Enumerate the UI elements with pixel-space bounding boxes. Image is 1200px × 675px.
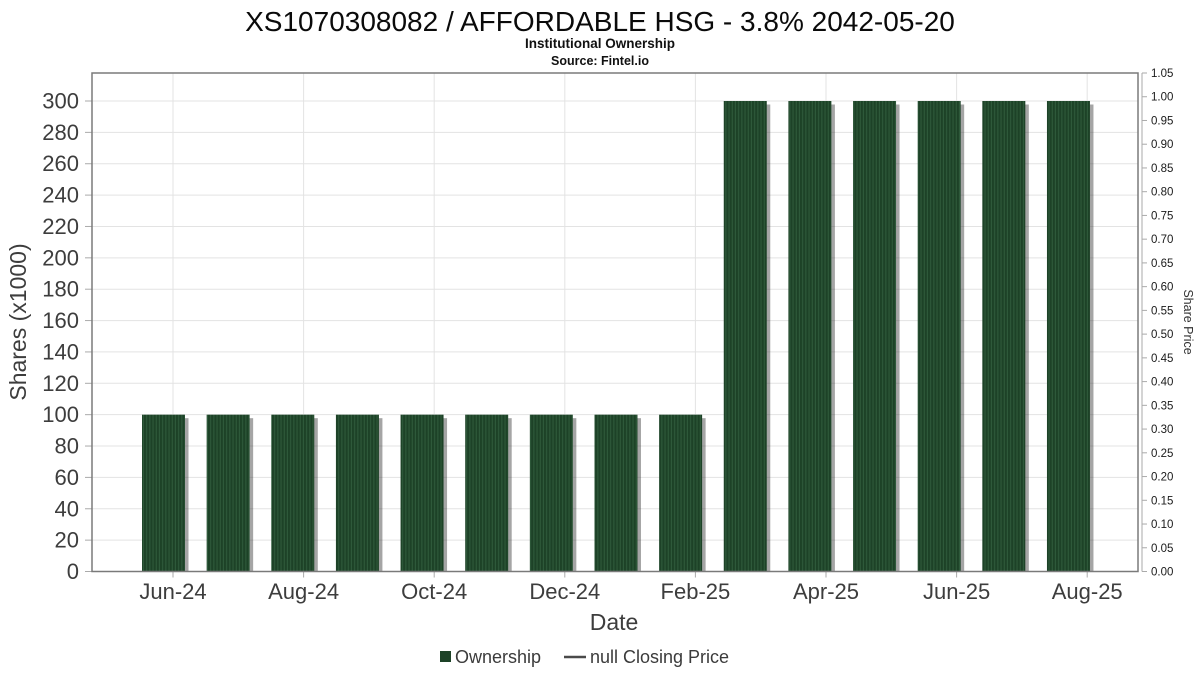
left-axis-tick-label: 20 [55,528,79,553]
bar [206,414,250,572]
right-axis-tick-label: 0.35 [1151,400,1173,412]
right-axis-tick-label: 0.85 [1151,163,1173,175]
legend-price-label: null Closing Price [590,647,729,667]
bar [400,414,444,572]
legend-ownership-swatch-icon [440,651,451,662]
right-axis-tick-label: 0.75 [1151,210,1173,222]
left-axis-tick-label: 120 [42,371,79,396]
right-axis-tick-label: 0.55 [1151,305,1173,317]
x-axis-tick-label: Feb-25 [661,579,731,604]
y-axis-title-right: Share Price [1181,289,1195,354]
bar [1046,101,1090,572]
right-axis-tick-label: 0.50 [1151,329,1173,341]
right-axis-tick-label: 0.05 [1151,543,1173,555]
left-axis-tick-label: 80 [55,434,79,459]
plot-border [91,72,1139,573]
plot-area: 0 20 40 60 80 100 120 140 160 180 200 220 240 260 280 3… [42,68,1173,604]
bar [142,414,185,572]
right-axis-tick-label: 0.80 [1151,187,1173,199]
right-axis-tick-label: 0.00 [1151,567,1173,579]
right-axis-tick-label: 1.05 [1151,68,1173,80]
right-axis-tick-label: 0.45 [1151,353,1173,365]
bar [659,414,703,572]
bar [594,414,638,572]
left-axis-tick-label: 160 [42,308,79,333]
right-axis-tick-label: 0.40 [1151,377,1173,389]
bar [788,101,832,572]
left-axis-tick-label: 220 [42,214,79,239]
chart-source: Source: Fintel.io [551,54,649,68]
bar [465,414,509,572]
x-axis-tick-label: Jun-25 [923,579,990,604]
x-axis-tick-label: Jun-24 [139,579,206,604]
bar [529,414,573,572]
right-axis-tick-label: 0.20 [1151,472,1173,484]
x-axis-tick-label: Apr-25 [793,579,859,604]
left-axis-tick-label: 180 [42,277,79,302]
left-axis-tick-label: 240 [42,183,79,208]
right-axis-tick-label: 0.25 [1151,448,1173,460]
right-axis-tick-label: 0.10 [1151,519,1173,531]
right-axis-tick-label: 0.90 [1151,139,1173,151]
legend: Ownership null Closing Price [440,647,729,667]
x-axis-title: Date [590,609,639,635]
right-axis-tick-label: 0.70 [1151,234,1173,246]
right-axis-tick-label: 0.30 [1151,424,1173,436]
right-axis-tick-label: 1.00 [1151,92,1173,104]
chart-title: XS1070308082 / AFFORDABLE HSG - 3.8% 204… [245,6,955,37]
x-axis-tick-label: Dec-24 [529,579,600,604]
right-axis-tick-label: 0.65 [1151,258,1173,270]
chart-subtitle: Institutional Ownership [525,36,675,51]
left-axis-tick-label: 100 [42,402,79,427]
y-axis-title-left: Shares (x1000) [5,243,31,400]
left-axis-tick-label: 60 [55,465,79,490]
bar [335,414,379,572]
left-axis-tick-label: 140 [42,339,79,364]
legend-ownership-label: Ownership [455,647,541,667]
right-axis-tick-label: 0.60 [1151,282,1173,294]
x-axis-tick-label: Aug-25 [1052,579,1123,604]
left-axis-tick-label: 200 [42,245,79,270]
bar [917,101,961,572]
right-axis-tick-label: 0.95 [1151,115,1173,127]
left-axis-tick-label: 40 [55,496,79,521]
bar [723,101,767,572]
left-axis-tick-label: 300 [42,89,79,114]
bar [982,101,1026,572]
left-axis-tick-label: 280 [42,120,79,145]
left-axis-tick-label: 260 [42,151,79,176]
bar [271,414,315,572]
bar [853,101,897,572]
left-axis-tick-label: 0 [67,559,79,584]
right-axis-tick-label: 0.15 [1151,495,1173,507]
x-axis-tick-label: Aug-24 [268,579,339,604]
x-axis-tick-label: Oct-24 [401,579,467,604]
